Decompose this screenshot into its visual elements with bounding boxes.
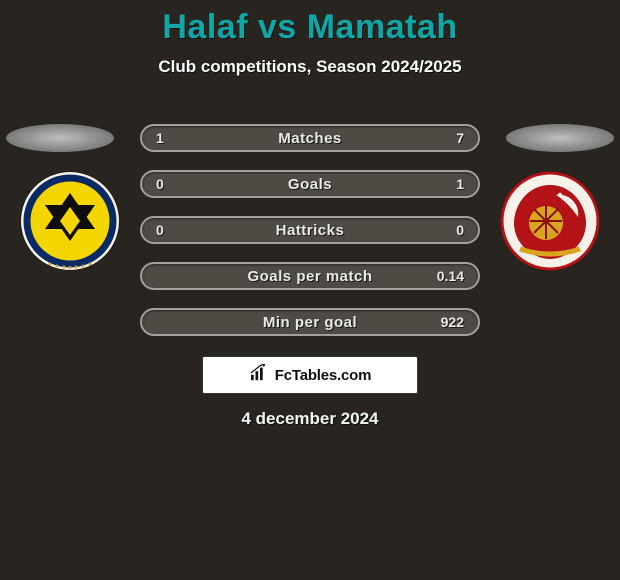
stat-row: 0 Goals 1 [140,170,480,198]
page-subtitle: Club competitions, Season 2024/2025 [0,57,620,77]
stat-right-value: 7 [456,130,464,146]
stat-row: 0 Hattricks 0 [140,216,480,244]
bar-chart-icon [249,364,271,387]
club-badge-left [20,171,120,271]
stat-row: Goals per match 0.14 [140,262,480,290]
stat-row: 1 Matches 7 [140,124,480,152]
stat-label: Goals [288,176,332,193]
stat-right-value: 1 [456,176,464,192]
page-title: Halaf vs Mamatah [0,0,620,47]
stat-label: Hattricks [276,222,345,239]
player-disc-left [6,124,114,152]
comparison-card: Halaf vs Mamatah Club competitions, Seas… [0,0,620,580]
stat-row: Min per goal 922 [140,308,480,336]
stat-left-value: 0 [156,176,164,192]
date-label: 4 december 2024 [0,409,620,429]
stat-label: Min per goal [263,314,357,331]
stat-label: Matches [278,130,342,147]
player-disc-right [506,124,614,152]
stat-right-value: 922 [441,314,464,330]
stat-left-value: 0 [156,222,164,238]
stats-table: 1 Matches 7 0 Goals 1 0 Hattricks 0 Goal… [140,124,480,354]
club-badge-right [500,171,600,271]
stat-left-value: 1 [156,130,164,146]
brand-badge: FcTables.com [202,356,418,394]
stat-right-value: 0 [456,222,464,238]
stat-right-value: 0.14 [437,268,464,284]
stat-label: Goals per match [247,268,372,285]
brand-text: FcTables.com [275,367,372,384]
